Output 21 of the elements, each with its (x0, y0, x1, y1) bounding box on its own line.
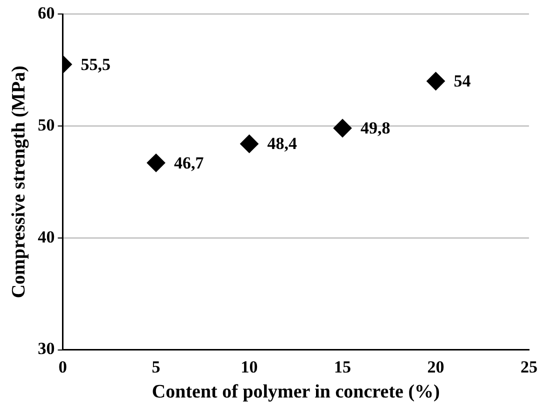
x-tick-label: 15 (334, 357, 352, 376)
x-tick-label: 20 (427, 357, 444, 376)
y-axis-title: Compressive strength (MPa) (8, 66, 30, 298)
y-tick-label: 50 (38, 115, 55, 134)
point (240, 134, 258, 153)
x-tick-label: 0 (58, 357, 68, 376)
x-tick-label: 5 (152, 357, 160, 376)
point (334, 119, 352, 138)
y-tick-label: 30 (38, 339, 55, 358)
x-tick-label: 25 (520, 357, 538, 376)
y-tick-label: 40 (38, 227, 55, 246)
point (426, 72, 445, 90)
data-label: 48,4 (267, 134, 298, 154)
data-label: 46,7 (174, 153, 204, 172)
x-tick-label: 10 (240, 357, 258, 376)
data-label: 55,5 (80, 54, 111, 74)
data-label: 49,8 (360, 118, 390, 138)
point (147, 154, 166, 172)
x-axis-title: Content of polymer in concrete (%) (152, 382, 440, 403)
y-tick-label: 60 (38, 3, 55, 22)
data-label: 54 (454, 72, 472, 91)
